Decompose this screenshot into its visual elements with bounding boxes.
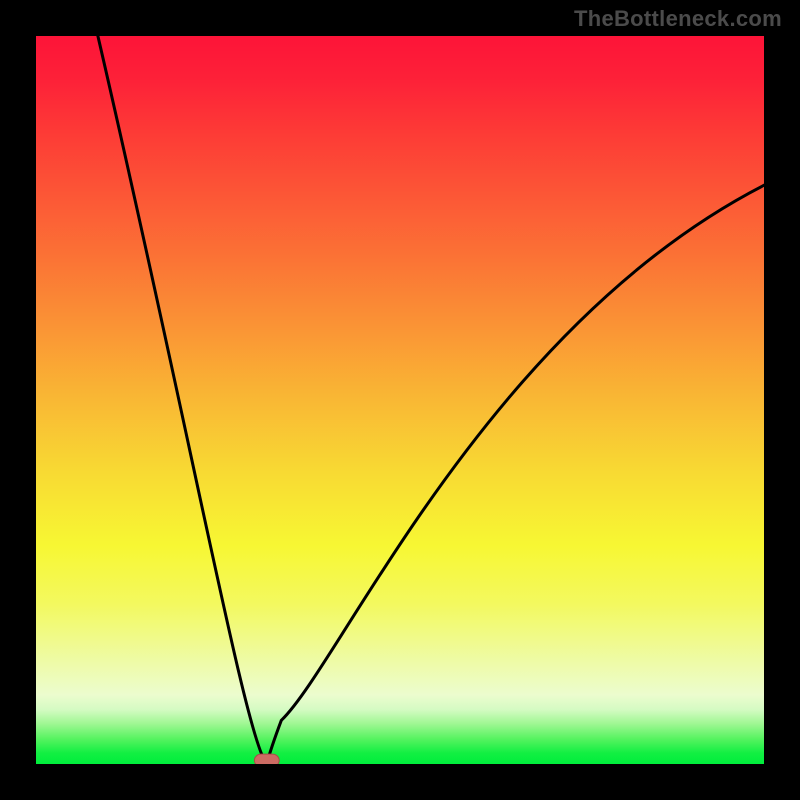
plot-svg [36, 36, 764, 764]
gradient-background [36, 36, 764, 764]
chart-frame: TheBottleneck.com [0, 0, 800, 800]
minimum-marker [254, 754, 279, 764]
plot-area [36, 36, 764, 764]
watermark-label: TheBottleneck.com [574, 6, 782, 32]
